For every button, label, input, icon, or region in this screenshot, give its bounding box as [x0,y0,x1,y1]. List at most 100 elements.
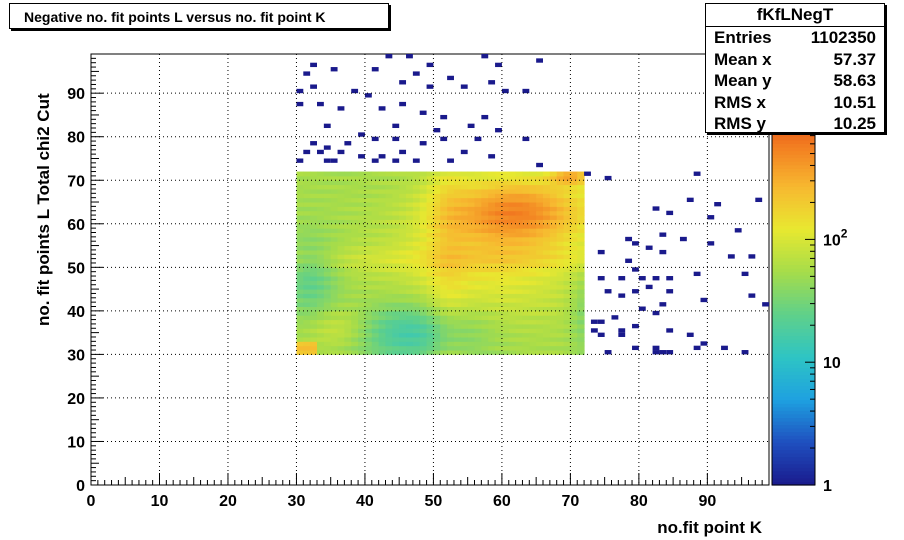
palette-band [772,136,815,141]
heatmap-cell [337,289,345,294]
heatmap-cell [399,328,407,334]
heatmap-cell [406,267,414,273]
heatmap-cell [426,258,434,264]
heatmap-cell [447,245,455,251]
heatmap-cell [419,236,428,242]
heatmap-cell [378,297,386,303]
heatmap-cell [358,262,366,268]
heatmap-cell [495,345,503,351]
heatmap-cell [577,315,585,321]
heatmap-cell [392,180,400,186]
heatmap-cell [508,319,517,325]
heatmap-cell [406,193,414,199]
heatmap-cell [378,154,386,159]
heatmap-cell [392,249,400,255]
heatmap-cell [303,232,311,238]
heatmap-cell [433,271,441,277]
heatmap-cell [337,297,345,303]
palette-band [772,243,815,248]
heatmap-cell [453,267,462,273]
heatmap-cell [323,145,331,150]
heatmap-cell [296,332,304,338]
heatmap-cell [556,206,565,212]
heatmap-cell [371,202,380,207]
heatmap-cell [522,306,530,312]
heatmap-cell [406,345,414,351]
heatmap-cell [481,202,489,207]
heatmap-cell [358,184,366,190]
heatmap-cell [399,223,407,229]
heatmap-cell [317,236,325,242]
heatmap-cell [453,180,462,186]
heatmap-cell [501,267,510,273]
heatmap-cell [385,54,393,59]
heatmap-cell [426,271,434,277]
heatmap-cell [501,88,509,94]
heatmap-cell [453,289,462,294]
heatmap-cell [529,193,537,199]
heatmap-cell [508,215,517,220]
heatmap-cell [433,210,441,216]
heatmap-cell [508,328,517,334]
heatmap-cell [536,254,544,260]
heatmap-cell [330,180,339,186]
heatmap-cell [344,210,352,216]
heatmap-cell [447,293,455,299]
heatmap-cell [522,328,530,334]
heatmap-cell [543,219,551,225]
heatmap-cell [563,271,571,277]
heatmap-cell [344,276,352,281]
heatmap-cell [460,332,469,338]
heatmap-cell [378,350,386,355]
heatmap-cell [296,310,304,316]
heatmap-cell [337,280,345,286]
heatmap-cell [399,323,407,329]
heatmap-cell [632,345,639,351]
heatmap-cell [577,284,585,290]
heatmap-cell [330,236,339,242]
heatmap-cell [522,215,530,220]
heatmap-cell [495,315,503,321]
heatmap-cell [371,280,380,286]
heatmap-cell [632,289,639,294]
heatmap-cell [303,271,311,277]
heatmap-cell [419,241,428,247]
heatmap-cell [303,202,311,207]
heatmap-cell [481,302,489,307]
heatmap-cell [543,197,551,203]
heatmap-cell [460,202,469,207]
heatmap-cell [419,249,428,255]
heatmap-cell [317,350,325,355]
heatmap-cell [570,302,578,307]
heatmap-cell [344,315,352,321]
heatmap-cell [317,202,325,207]
heatmap-cell [296,197,304,203]
heatmap-cell [433,193,441,199]
heatmap-cell [453,336,462,342]
heatmap-cell [522,136,530,142]
heatmap-cell [303,197,311,203]
palette-band [772,474,815,479]
palette-band [772,299,815,305]
palette-band [772,385,815,390]
heatmap-cell [426,241,434,247]
heatmap-cell [406,175,414,181]
heatmap-cell [495,341,503,347]
heatmap-cell [385,341,393,347]
heatmap-cell [563,188,571,194]
heatmap-cell [536,262,544,268]
heatmap-cell [412,219,421,225]
heatmap-cell [310,206,318,212]
heatmap-cell [323,193,332,199]
heatmap-cell [330,350,339,355]
heatmap-cell [433,306,441,312]
heatmap-cell [412,180,421,186]
heatmap-cell [351,206,359,212]
heatmap-cell [481,197,489,203]
heatmap-cell [412,171,421,177]
heatmap-cell [536,302,544,307]
heatmap-cell [488,332,496,338]
heatmap-cell [447,158,454,163]
heatmap-cell [570,341,578,347]
